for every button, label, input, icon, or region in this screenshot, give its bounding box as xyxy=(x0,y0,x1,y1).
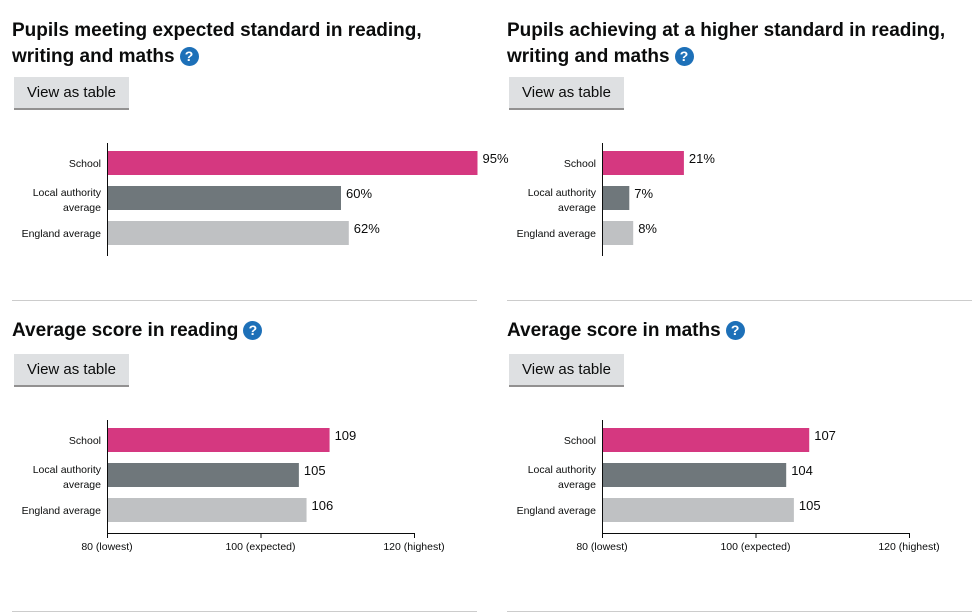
x-tick-label: 100 (expected) xyxy=(225,541,295,553)
category-label: average xyxy=(558,479,596,491)
section-divider xyxy=(12,300,477,301)
data-label: 95% xyxy=(483,151,509,166)
category-label: England average xyxy=(22,505,102,517)
section-divider xyxy=(12,611,477,612)
data-label: 60% xyxy=(346,186,372,201)
section-divider xyxy=(507,300,972,301)
panel-title-text: Pupils achieving at a higher standard in… xyxy=(507,20,946,67)
bar xyxy=(107,463,299,487)
help-icon[interactable]: ? xyxy=(725,321,745,340)
section-divider xyxy=(507,611,972,612)
panel-title: Pupils meeting expected standard in read… xyxy=(12,18,472,70)
bar-chart: 21% School 7% Local authority average 8% Engla… xyxy=(517,143,715,256)
bar xyxy=(107,151,478,175)
bar-chart: 109 School 105 Local authority average 106 Eng… xyxy=(22,420,445,553)
panel-title: Average score in maths? xyxy=(507,318,967,344)
data-label: 107 xyxy=(814,428,836,443)
view-as-table-button[interactable]: View as table xyxy=(14,77,129,110)
help-icon[interactable]: ? xyxy=(179,47,199,66)
help-icon[interactable]: ? xyxy=(243,321,263,340)
bar-chart: 107 School 104 Local authority average 105 Eng… xyxy=(517,420,940,553)
category-label: average xyxy=(63,479,101,491)
category-label: England average xyxy=(22,228,102,240)
category-label: School xyxy=(69,435,101,447)
bar xyxy=(602,463,787,487)
panel-title-text: Pupils meeting expected standard in read… xyxy=(12,20,422,67)
category-label: England average xyxy=(517,505,597,517)
category-label: School xyxy=(564,158,596,170)
data-label: 62% xyxy=(354,221,380,236)
help-icon[interactable]: ? xyxy=(674,47,694,66)
x-tick-label: 120 (highest) xyxy=(878,541,939,553)
data-label: 105 xyxy=(304,463,326,478)
category-label: England average xyxy=(517,228,597,240)
category-label: Local authority xyxy=(528,187,597,199)
bar xyxy=(602,428,810,452)
data-label: 109 xyxy=(335,428,357,443)
bar xyxy=(107,186,341,210)
data-label: 8% xyxy=(638,221,657,236)
panel-title-text: Average score in reading xyxy=(12,320,239,341)
category-label: Local authority xyxy=(528,464,597,476)
bar xyxy=(602,186,630,210)
view-as-table-button[interactable]: View as table xyxy=(509,77,624,110)
bar xyxy=(602,498,794,522)
category-label: School xyxy=(69,158,101,170)
data-label: 105 xyxy=(799,498,821,513)
view-as-table-button[interactable]: View as table xyxy=(509,354,624,387)
panel-title-text: Average score in maths xyxy=(507,320,721,341)
x-tick-label: 120 (highest) xyxy=(383,541,444,553)
category-label: Local authority xyxy=(33,187,102,199)
bar xyxy=(107,221,349,245)
bar xyxy=(602,221,634,245)
category-label: average xyxy=(63,202,101,214)
data-label: 106 xyxy=(312,498,334,513)
bar xyxy=(107,428,330,452)
view-as-table-button[interactable]: View as table xyxy=(14,354,129,387)
category-label: Local authority xyxy=(33,464,102,476)
panel-title: Average score in reading? xyxy=(12,318,472,344)
data-label: 104 xyxy=(791,463,813,478)
x-tick-label: 80 (lowest) xyxy=(576,541,627,553)
x-tick-label: 80 (lowest) xyxy=(81,541,132,553)
bar-chart: 95% School 60% Local authority average 62% Eng… xyxy=(22,143,509,256)
data-label: 21% xyxy=(689,151,715,166)
panel-title: Pupils achieving at a higher standard in… xyxy=(507,18,967,70)
category-label: average xyxy=(558,202,596,214)
x-tick-label: 100 (expected) xyxy=(720,541,790,553)
bar xyxy=(602,151,684,175)
bar xyxy=(107,498,307,522)
data-label: 7% xyxy=(634,186,653,201)
category-label: School xyxy=(564,435,596,447)
